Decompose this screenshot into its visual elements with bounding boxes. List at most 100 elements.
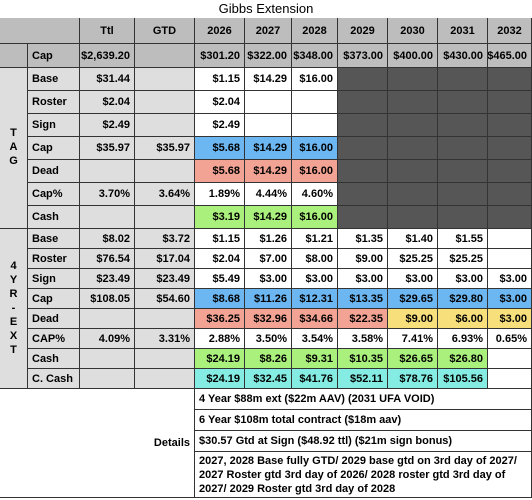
value-cell — [245, 114, 292, 137]
row-label: Cash — [28, 206, 80, 229]
value-cell: $465.00 — [488, 44, 532, 68]
value-cell: $17.04 — [135, 249, 195, 269]
row-label: Cap — [28, 289, 80, 309]
value-cell: $29.80 — [438, 289, 488, 309]
value-cell — [135, 114, 195, 137]
value-cell — [80, 160, 135, 183]
value-cell: $1.35 — [338, 229, 388, 249]
value-cell: $10.35 — [338, 349, 388, 369]
header-cell: 2029 — [338, 18, 388, 44]
value-cell: $348.00 — [292, 44, 338, 68]
row-label: CAP% — [28, 329, 80, 349]
value-cell: $12.31 — [292, 289, 338, 309]
value-cell: $3.72 — [135, 229, 195, 249]
value-cell — [292, 91, 338, 114]
details-line: 6 Year $108m total contract ($18m aav) — [195, 410, 532, 431]
value-cell: $26.80 — [438, 349, 488, 369]
value-cell — [388, 206, 438, 229]
details-line: $30.57 Gtd at Sign ($48.92 ttl) ($21m si… — [195, 431, 532, 452]
row-label: Roster — [28, 249, 80, 269]
row-label: Roster — [28, 91, 80, 114]
value-cell: $1.55 — [438, 229, 488, 249]
row-label: Dead — [28, 309, 80, 329]
value-cell: $3.00 — [338, 269, 388, 289]
value-cell: $9.00 — [388, 309, 438, 329]
value-cell: $5.68 — [195, 137, 245, 160]
value-cell: 3.50% — [245, 329, 292, 349]
value-cell: $3.00 — [488, 269, 532, 289]
value-cell: $23.49 — [135, 269, 195, 289]
value-cell: $25.25 — [388, 249, 438, 269]
value-cell: $400.00 — [388, 44, 438, 68]
value-cell: $2.04 — [195, 91, 245, 114]
value-cell — [388, 114, 438, 137]
value-cell: $2.04 — [195, 249, 245, 269]
value-cell: $26.65 — [388, 349, 438, 369]
row-label: Cap% — [28, 183, 80, 206]
value-cell: $36.25 — [195, 309, 245, 329]
header-cell: 2028 — [292, 18, 338, 44]
header-cell: Ttl — [80, 18, 135, 44]
value-cell: $14.29 — [245, 206, 292, 229]
row-label: Cap — [28, 137, 80, 160]
value-cell: $9.31 — [292, 349, 338, 369]
row-label: Cash — [28, 349, 80, 369]
value-cell: $1.15 — [195, 229, 245, 249]
value-cell — [338, 68, 388, 91]
value-cell: $32.96 — [245, 309, 292, 329]
value-cell — [488, 68, 532, 91]
header-cell: 2031 — [438, 18, 488, 44]
row-label: Sign — [28, 269, 80, 289]
value-cell: 4.09% — [80, 329, 135, 349]
row-label: Base — [28, 68, 80, 91]
value-cell — [388, 183, 438, 206]
value-cell: $32.45 — [245, 369, 292, 389]
value-cell: $41.76 — [292, 369, 338, 389]
value-cell: $24.19 — [195, 369, 245, 389]
value-cell: $5.68 — [195, 160, 245, 183]
value-cell: $2.49 — [80, 114, 135, 137]
value-cell: $16.00 — [292, 160, 338, 183]
value-cell: $7.00 — [245, 249, 292, 269]
header-cell: 2026 — [195, 18, 245, 44]
value-cell: $3.00 — [245, 269, 292, 289]
value-cell — [438, 183, 488, 206]
value-cell — [338, 91, 388, 114]
row-label: Sign — [28, 114, 80, 137]
value-cell — [388, 160, 438, 183]
value-cell: 3.70% — [80, 183, 135, 206]
value-cell — [135, 206, 195, 229]
value-cell: 6.93% — [438, 329, 488, 349]
value-cell — [488, 160, 532, 183]
value-cell: 7.41% — [388, 329, 438, 349]
value-cell: 3.58% — [338, 329, 388, 349]
header-cell: 2032 — [488, 18, 532, 44]
value-cell — [488, 137, 532, 160]
value-cell: $1.40 — [388, 229, 438, 249]
value-cell: $8.26 — [245, 349, 292, 369]
value-cell: $301.20 — [195, 44, 245, 68]
value-cell — [388, 137, 438, 160]
value-cell: $3.00 — [488, 309, 532, 329]
value-cell: $14.29 — [245, 160, 292, 183]
value-cell: $34.66 — [292, 309, 338, 329]
value-cell: $3.00 — [292, 269, 338, 289]
header-cell: 2027 — [245, 18, 292, 44]
value-cell: $8.00 — [292, 249, 338, 269]
value-cell: $76.54 — [80, 249, 135, 269]
value-cell: 4.44% — [245, 183, 292, 206]
value-cell: $16.00 — [292, 206, 338, 229]
value-cell — [135, 91, 195, 114]
value-cell — [80, 349, 135, 369]
value-cell: $3.19 — [195, 206, 245, 229]
value-cell: 3.54% — [292, 329, 338, 349]
value-cell: $1.15 — [195, 68, 245, 91]
value-cell — [338, 137, 388, 160]
value-cell: $2.49 — [195, 114, 245, 137]
value-cell — [80, 309, 135, 329]
value-cell: $25.25 — [438, 249, 488, 269]
value-cell — [80, 369, 135, 389]
value-cell — [292, 114, 338, 137]
value-cell — [388, 91, 438, 114]
